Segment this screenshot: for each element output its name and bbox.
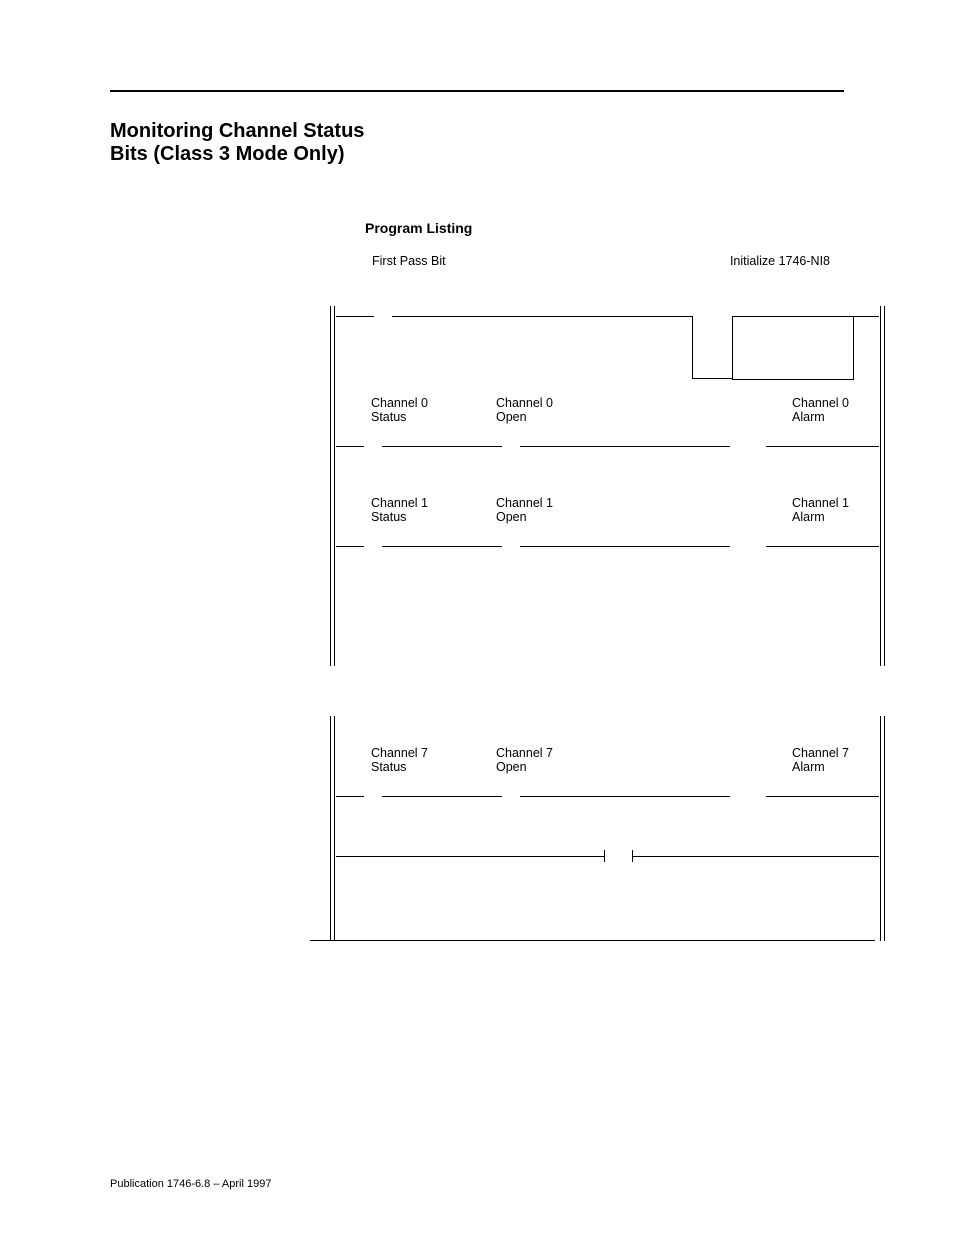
top-rule xyxy=(110,90,844,92)
ch1-seg4 xyxy=(766,546,879,547)
channel7-status-label: Channel 7 Status xyxy=(371,746,428,775)
ch1-seg1 xyxy=(336,546,364,547)
channel7-label-row: Channel 7 Status Channel 7 Open Channel … xyxy=(336,746,879,786)
channel0-alarm-label: Channel 0 Alarm xyxy=(792,396,849,425)
end-tick-left xyxy=(604,850,605,862)
rung0-branch-bottom xyxy=(692,378,732,379)
rung-channel-0 xyxy=(336,436,879,456)
program-listing-title: Program Listing xyxy=(365,220,885,236)
ladder-rail-lower: Channel 7 Status Channel 7 Open Channel … xyxy=(330,716,885,941)
spacer xyxy=(336,716,879,746)
cop-instruction-box xyxy=(732,316,854,380)
end-rung xyxy=(336,846,879,866)
channel1-status-label: Channel 1 Status xyxy=(371,496,428,525)
end-seg-left xyxy=(336,856,604,857)
right-rail-outer xyxy=(884,306,885,666)
channel7-open-label: Channel 7 Open xyxy=(496,746,553,775)
heading-line-2: Bits (Class 3 Mode Only) xyxy=(110,143,345,165)
rung-channel-7 xyxy=(336,786,879,806)
ch7-seg2 xyxy=(382,796,502,797)
rung0-seg2 xyxy=(392,316,692,317)
channel1-label-row: Channel 1 Status Channel 1 Open Channel … xyxy=(336,496,879,536)
channel0-label-row: Channel 0 Status Channel 0 Open Channel … xyxy=(336,396,879,436)
ch7-seg4 xyxy=(766,796,879,797)
end-seg-right xyxy=(632,856,879,857)
rung-0 xyxy=(336,306,879,396)
ch0-seg3 xyxy=(520,446,730,447)
spacer xyxy=(336,456,879,496)
rung0-branch-vertical xyxy=(692,316,693,378)
ch0-seg1 xyxy=(336,446,364,447)
channel1-open-label: Channel 1 Open xyxy=(496,496,553,525)
section-divider-rule xyxy=(310,940,875,941)
left-rail-outer-2 xyxy=(330,716,331,941)
rung-channel-1 xyxy=(336,536,879,556)
ladder-rail-upper: Channel 0 Status Channel 0 Open Channel … xyxy=(330,306,885,666)
ch0-seg2 xyxy=(382,446,502,447)
ch7-seg3 xyxy=(520,796,730,797)
ch1-seg3 xyxy=(520,546,730,547)
page-heading: Monitoring Channel Status Bits (Class 3 … xyxy=(110,120,364,166)
ch7-seg1 xyxy=(336,796,364,797)
rail-body-lower: Channel 7 Status Channel 7 Open Channel … xyxy=(336,716,879,866)
left-rail-inner-2 xyxy=(334,716,335,941)
publication-footer: Publication 1746-6.8 – April 1997 xyxy=(110,1178,271,1190)
channel1-alarm-label: Channel 1 Alarm xyxy=(792,496,849,525)
right-rail-outer-2 xyxy=(884,716,885,941)
ladder-diagram: Program Listing First Pass Bit Initializ… xyxy=(330,220,885,941)
ch0-seg4 xyxy=(766,446,879,447)
left-rail-outer xyxy=(330,306,331,666)
right-rail-inner-2 xyxy=(880,716,881,941)
channel0-status-label: Channel 0 Status xyxy=(371,396,428,425)
rung0-label-row: First Pass Bit Initialize 1746-NI8 xyxy=(330,254,885,294)
rail-body-upper: Channel 0 Status Channel 0 Open Channel … xyxy=(336,306,879,556)
rung0-seg-right xyxy=(852,316,879,317)
initialize-label: Initialize 1746-NI8 xyxy=(730,254,830,268)
channel0-open-label: Channel 0 Open xyxy=(496,396,553,425)
page: Monitoring Channel Status Bits (Class 3 … xyxy=(0,0,954,1235)
right-rail-inner xyxy=(880,306,881,666)
channel7-alarm-label: Channel 7 Alarm xyxy=(792,746,849,775)
rung0-seg1 xyxy=(336,316,374,317)
heading-line-1: Monitoring Channel Status xyxy=(110,120,364,142)
first-pass-bit-label: First Pass Bit xyxy=(372,254,446,268)
ch1-seg2 xyxy=(382,546,502,547)
left-rail-inner xyxy=(334,306,335,666)
